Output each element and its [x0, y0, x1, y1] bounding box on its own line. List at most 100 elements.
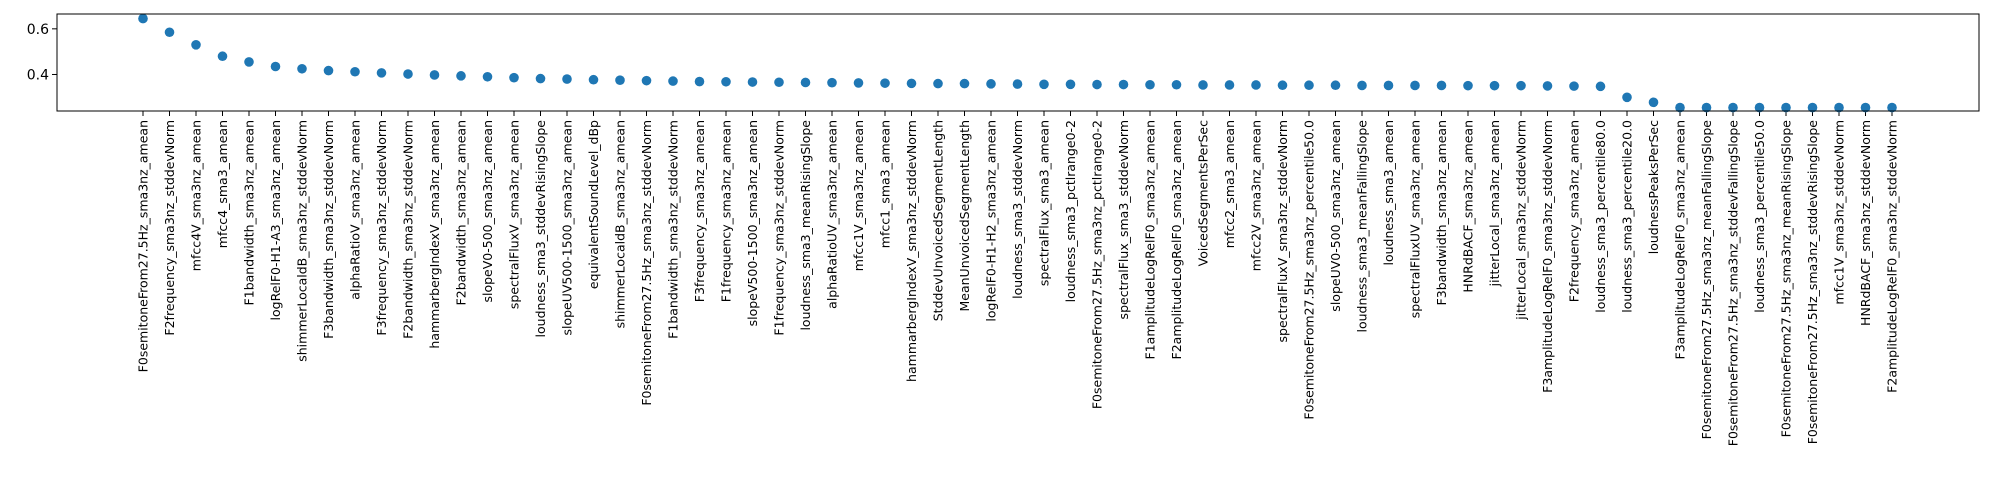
data-point — [1648, 97, 1659, 108]
data-point — [1595, 81, 1606, 92]
y-tick-label: 0.4 — [27, 67, 49, 83]
data-point — [1569, 81, 1579, 91]
x-tick-label: F0semitoneFrom27.5Hz_sma3nz_pctlrange0-2 — [1090, 120, 1105, 409]
data-point — [641, 75, 652, 86]
x-tick-label: F3frequency_sma3nz_amean — [692, 120, 707, 302]
data-point — [1304, 80, 1314, 91]
x-tick-label: slopeV500-1500_sma3nz_amean — [745, 120, 760, 326]
data-point — [482, 71, 493, 82]
x-tick-label: loudness_sma3_meanRisingSlope — [798, 120, 813, 331]
data-point — [1463, 80, 1473, 91]
data-point — [323, 65, 334, 76]
x-tick-label: mfcc4V_sma3nz_amean — [189, 120, 204, 271]
data-point — [1383, 80, 1394, 91]
x-tick-label: HNRdBACF_sma3nz_stddevNorm — [1858, 120, 1873, 326]
data-point — [1834, 102, 1844, 113]
data-point — [1357, 80, 1367, 91]
x-tick-label: F2frequency_sma3nz_amean — [1567, 120, 1582, 302]
data-point — [1092, 79, 1102, 90]
data-point — [1198, 80, 1208, 90]
data-point — [509, 72, 519, 83]
x-tick-label: F3amplitudeLogRelF0_sma3nz_stddevNorm — [1540, 120, 1555, 393]
data-point — [1675, 102, 1685, 113]
data-point — [1860, 102, 1871, 113]
x-tick-label: slopeUV0-500_sma3nz_amean — [1328, 120, 1343, 312]
y-tick-label: 0.6 — [27, 22, 49, 38]
x-tick-label: mfcc1V_sma3nz_amean — [851, 120, 866, 271]
data-point — [1277, 80, 1288, 91]
x-tick-label: F0semitoneFrom27.5Hz_sma3nz_stddevFallin… — [1726, 120, 1741, 447]
x-tick-label: F0semitoneFrom27.5Hz_sma3nz_stddevRising… — [1805, 120, 1820, 445]
x-tick-label: slopeUV500-1500_sma3nz_amean — [560, 120, 575, 336]
data-point — [986, 79, 996, 89]
x-tick-label: F0semitoneFrom27.5Hz_sma3nz_amean — [136, 120, 151, 372]
data-point — [588, 74, 599, 85]
x-tick-label: jitterLocal_sma3nz_stddevNorm — [1514, 120, 1529, 321]
data-point — [827, 77, 837, 88]
data-point — [615, 75, 625, 85]
data-point — [880, 78, 890, 88]
x-tick-label: F2bandwidth_sma3nz_amean — [454, 120, 469, 305]
x-tick-label: alphaRatioUV_sma3nz_amean — [825, 120, 840, 309]
data-point — [1118, 79, 1129, 90]
data-point — [429, 70, 440, 80]
x-tick-label: MeanUnvoicedSegmentLength — [957, 120, 972, 312]
data-point — [694, 76, 705, 87]
x-tick-label: shimmerLocaldB_sma3nz_stddevNorm — [295, 120, 310, 362]
data-point — [1039, 79, 1049, 90]
x-tick-label: loudness_sma3_stddevNorm — [1010, 120, 1025, 299]
data-point — [906, 78, 917, 89]
data-point — [1807, 102, 1818, 113]
data-point — [1754, 102, 1765, 113]
x-tick-label: loudness_sma3_amean — [1381, 120, 1396, 266]
x-tick-label: loudness_sma3_percentile20.0 — [1620, 120, 1635, 313]
x-tick-label: HNRdBACF_sma3nz_amean — [1461, 120, 1476, 293]
data-point — [1012, 79, 1023, 89]
data-point — [1065, 79, 1076, 90]
x-tick-label: F2bandwidth_sma3nz_stddevNorm — [401, 120, 416, 339]
data-point — [1701, 102, 1712, 113]
data-point — [933, 78, 943, 89]
data-point — [1251, 80, 1261, 90]
data-point — [1887, 102, 1897, 113]
data-point — [297, 63, 307, 74]
data-point — [853, 78, 864, 88]
x-tick-label: F1frequency_sma3nz_amean — [719, 120, 734, 302]
x-tick-label: shimmerLocaldB_sma3nz_amean — [613, 120, 628, 328]
x-tick-label: mfcc1_sma3_amean — [878, 120, 893, 248]
data-point — [1436, 80, 1447, 91]
x-tick-label: spectralFluxV_sma3nz_stddevNorm — [1275, 120, 1290, 342]
data-point — [800, 77, 811, 88]
data-point — [270, 61, 281, 72]
data-point — [774, 77, 784, 88]
x-tick-label: F0semitoneFrom27.5Hz_sma3nz_meanRisingSl… — [1779, 120, 1794, 438]
x-tick-label: spectralFluxUV_sma3nz_amean — [1408, 120, 1423, 318]
x-tick-label: loudness_sma3_percentile50.0 — [1752, 120, 1767, 313]
x-tick-label: hammarbergIndexV_sma3nz_amean — [427, 120, 442, 349]
x-tick-label: loudness_sma3_pctlrange0-2 — [1063, 120, 1078, 302]
data-point — [1542, 81, 1553, 91]
data-point — [138, 13, 148, 24]
x-tick-label: loudnessPeaksPerSec — [1646, 120, 1661, 254]
x-tick-label: mfcc1V_sma3nz_stddevNorm — [1832, 120, 1847, 305]
data-point — [535, 73, 546, 84]
x-tick-label: spectralFlux_sma3_stddevNorm — [1116, 120, 1131, 319]
data-point — [959, 78, 970, 89]
x-tick-label: mfcc2V_sma3nz_amean — [1249, 120, 1264, 271]
data-point — [747, 77, 758, 87]
x-tick-label: F0semitoneFrom27.5Hz_sma3nz_stddevNorm — [639, 120, 654, 406]
x-tick-label: logRelF0-H1-A3_sma3nz_amean — [268, 120, 283, 320]
x-tick-label: F3frequency_sma3nz_stddevNorm — [374, 120, 389, 336]
x-axis: F0semitoneFrom27.5Hz_sma3nz_amean F2frequ… — [136, 111, 1900, 446]
x-tick-label: loudness_sma3_meanFallingSlope — [1355, 120, 1370, 333]
data-point — [562, 74, 572, 84]
data-point — [1410, 80, 1420, 91]
plot-frame — [56, 13, 1980, 112]
x-tick-label: mfcc2_sma3_amean — [1222, 120, 1237, 248]
data-point — [456, 71, 466, 81]
x-tick-label: loudness_sma3_percentile80.0 — [1593, 120, 1608, 313]
data-points — [138, 13, 1897, 113]
data-point — [1489, 80, 1500, 91]
x-tick-label: equivalentSoundLevel_dBp — [586, 120, 601, 289]
